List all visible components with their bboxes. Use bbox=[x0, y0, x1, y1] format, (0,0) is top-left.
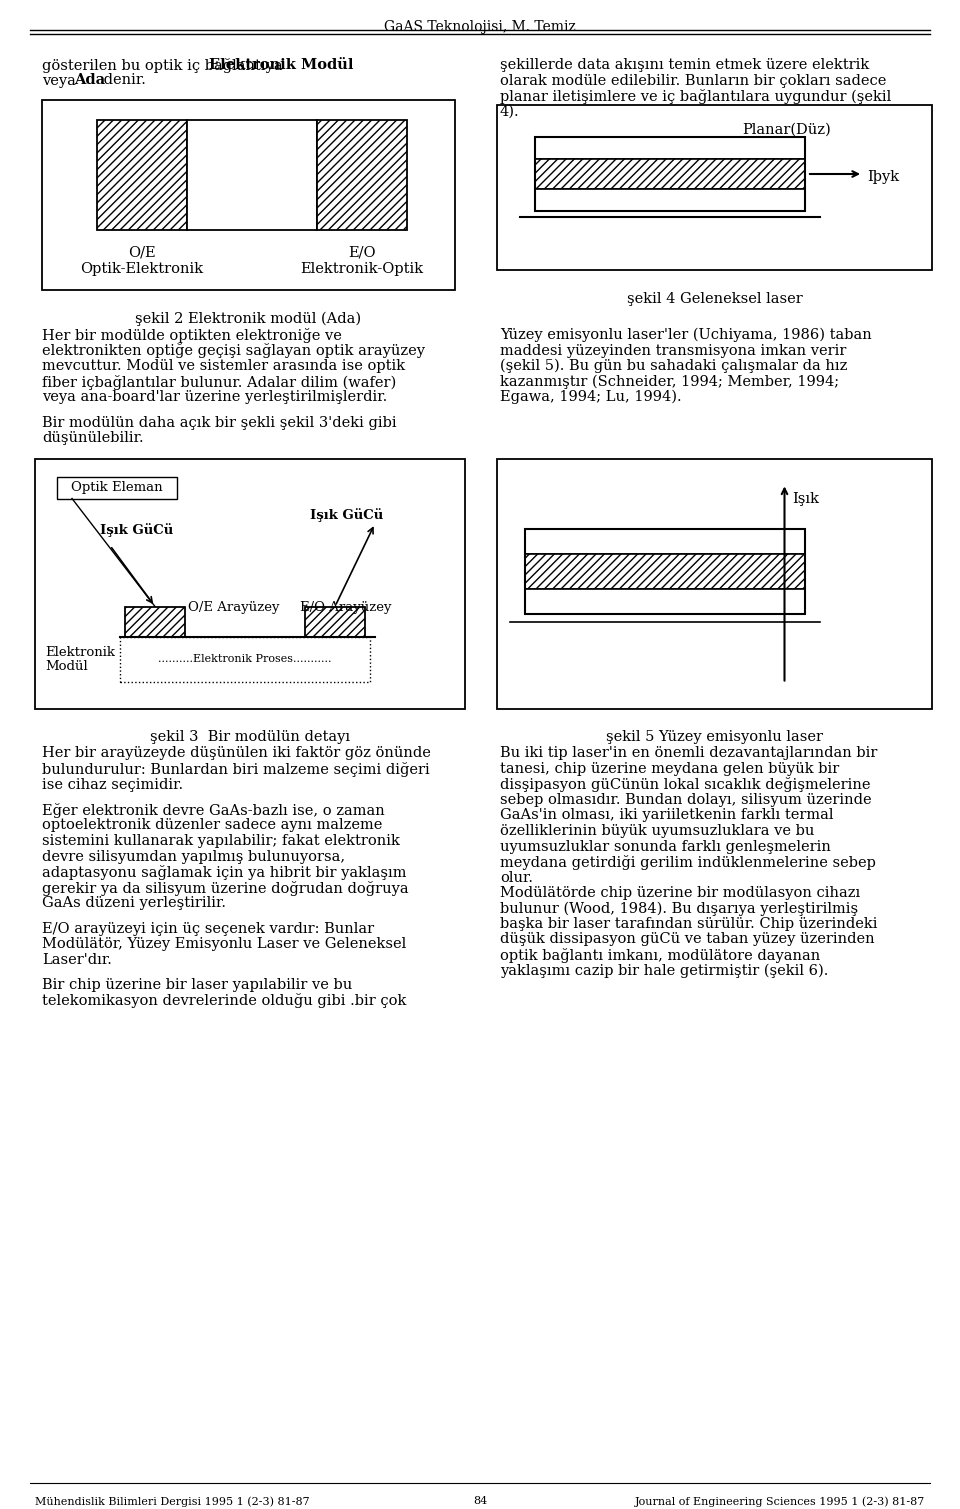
Text: GaAs düzeni yerleştirilir.: GaAs düzeni yerleştirilir. bbox=[42, 896, 226, 910]
Text: veya ana-board'lar üzerine yerleştirilmişlerdir.: veya ana-board'lar üzerine yerleştirilmi… bbox=[42, 389, 387, 404]
Text: Optik-Elektronik: Optik-Elektronik bbox=[81, 263, 204, 276]
Text: maddesi yüzeyinden transmisyona imkan verir: maddesi yüzeyinden transmisyona imkan ve… bbox=[500, 344, 847, 358]
Text: Laser'dır.: Laser'dır. bbox=[42, 952, 112, 966]
Text: adaptasyonu sağlamak için ya hibrit bir yaklaşım: adaptasyonu sağlamak için ya hibrit bir … bbox=[42, 865, 406, 880]
Text: Bir chip üzerine bir laser yapılabilir ve bu: Bir chip üzerine bir laser yapılabilir v… bbox=[42, 978, 352, 991]
Text: E/O arayüzeyi için üç seçenek vardır: Bunlar: E/O arayüzeyi için üç seçenek vardır: Bu… bbox=[42, 922, 374, 936]
Text: O/E Arayüzey: O/E Arayüzey bbox=[188, 602, 279, 614]
Text: bulunur (Wood, 1984). Bu dışarıya yerleştirilmiş: bulunur (Wood, 1984). Bu dışarıya yerleş… bbox=[500, 901, 858, 916]
Text: planar iletişimlere ve iç bağlantılara uygundur (şekil: planar iletişimlere ve iç bağlantılara u… bbox=[500, 89, 891, 104]
Text: optoelektronik düzenler sadece aynı malzeme: optoelektronik düzenler sadece aynı malz… bbox=[42, 818, 382, 833]
Text: fiber içbağlantılar bulunur. Adalar dilim (wafer): fiber içbağlantılar bulunur. Adalar dili… bbox=[42, 374, 396, 389]
Text: ..........Elektronik Proses...........: ..........Elektronik Proses........... bbox=[158, 653, 332, 664]
Bar bbox=[535, 137, 805, 211]
Text: sebep olmasıdır. Bundan dolayı, silisyum üzerinde: sebep olmasıdır. Bundan dolayı, silisyum… bbox=[500, 794, 872, 807]
Text: Optik Eleman: Optik Eleman bbox=[71, 481, 163, 493]
Text: tanesi, chip üzerine meydana gelen büyük bir: tanesi, chip üzerine meydana gelen büyük… bbox=[500, 762, 839, 776]
Bar bbox=[497, 459, 932, 709]
Text: Bu iki tip laser'in en önemli dezavantajlarından bir: Bu iki tip laser'in en önemli dezavantaj… bbox=[500, 747, 877, 761]
Bar bbox=[120, 637, 370, 682]
Text: Her bir arayüzeyde düşünülen iki faktör göz önünde: Her bir arayüzeyde düşünülen iki faktör … bbox=[42, 747, 431, 761]
Text: Her bir modülde optikten elektroniğe ve: Her bir modülde optikten elektroniğe ve bbox=[42, 327, 342, 343]
Text: düşük dissipasyon güCü ve taban yüzey üzerinden: düşük dissipasyon güCü ve taban yüzey üz… bbox=[500, 933, 875, 946]
Text: Işık GüCü: Işık GüCü bbox=[100, 524, 173, 537]
Text: şekillerde data akışını temin etmek üzere elektrik: şekillerde data akışını temin etmek üzer… bbox=[500, 57, 869, 72]
Text: Journal of Engineering Sciences 1995 1 (2-3) 81-87: Journal of Engineering Sciences 1995 1 (… bbox=[635, 1495, 925, 1506]
Text: bulundurulur: Bunlardan biri malzeme seçimi diğeri: bulundurulur: Bunlardan biri malzeme seç… bbox=[42, 762, 430, 777]
Text: özelliklerinin büyük uyumsuzluklara ve bu: özelliklerinin büyük uyumsuzluklara ve b… bbox=[500, 824, 814, 837]
Text: olur.: olur. bbox=[500, 871, 533, 884]
Bar bbox=[305, 607, 365, 676]
Text: O/E: O/E bbox=[129, 244, 156, 260]
Text: Işık GüCü: Işık GüCü bbox=[310, 509, 383, 522]
Text: denir.: denir. bbox=[99, 74, 146, 88]
Text: gerekir ya da silisyum üzerine doğrudan doğruya: gerekir ya da silisyum üzerine doğrudan … bbox=[42, 880, 409, 895]
Text: yaklaşımı cazip bir hale getirmiştir (şekil 6).: yaklaşımı cazip bir hale getirmiştir (şe… bbox=[500, 964, 828, 978]
Text: devre silisyumdan yapılmış bulunuyorsa,: devre silisyumdan yapılmış bulunuyorsa, bbox=[42, 850, 346, 863]
Text: şekil 3  Bir modülün detayı: şekil 3 Bir modülün detayı bbox=[150, 730, 350, 744]
Text: başka bir laser tarafından sürülür. Chip üzerindeki: başka bir laser tarafından sürülür. Chip… bbox=[500, 917, 877, 931]
Text: (şekil 5). Bu gün bu sahadaki çalışmalar da hız: (şekil 5). Bu gün bu sahadaki çalışmalar… bbox=[500, 359, 848, 373]
Bar bbox=[525, 528, 805, 614]
Text: optik bağlantı imkanı, modülätore dayanan: optik bağlantı imkanı, modülätore dayana… bbox=[500, 948, 820, 963]
Bar bbox=[125, 607, 185, 676]
Bar bbox=[525, 528, 805, 554]
Text: şekil 5 Yüzey emisyonlu laser: şekil 5 Yüzey emisyonlu laser bbox=[606, 730, 823, 744]
Text: sistemini kullanarak yapılabilir; fakat elektronik: sistemini kullanarak yapılabilir; fakat … bbox=[42, 834, 400, 848]
Text: şekil 4 Geleneksel laser: şekil 4 Geleneksel laser bbox=[627, 293, 803, 306]
Text: Egawa, 1994; Lu, 1994).: Egawa, 1994; Lu, 1994). bbox=[500, 389, 682, 404]
Text: E/O: E/O bbox=[348, 244, 375, 260]
Text: Bir modülün daha açık bir şekli şekil 3'deki gibi: Bir modülün daha açık bir şekli şekil 3'… bbox=[42, 415, 396, 430]
Bar bbox=[525, 589, 805, 614]
Text: gösterilen bu optik iç bağlantıya: gösterilen bu optik iç bağlantıya bbox=[42, 57, 287, 72]
Text: kazanmıştır (Schneider, 1994; Member, 1994;: kazanmıştır (Schneider, 1994; Member, 19… bbox=[500, 374, 839, 389]
Text: 4).: 4). bbox=[500, 104, 519, 119]
Text: Elektronik: Elektronik bbox=[45, 646, 115, 659]
Text: düşünülebilir.: düşünülebilir. bbox=[42, 432, 144, 445]
Text: olarak modüle edilebilir. Bunların bir çokları sadece: olarak modüle edilebilir. Bunların bir ç… bbox=[500, 74, 886, 88]
Text: mevcuttur. Modül ve sistemler arasında ise optik: mevcuttur. Modül ve sistemler arasında i… bbox=[42, 359, 405, 373]
Text: GaAs'in olması, iki yariiletkenin farklı termal: GaAs'in olması, iki yariiletkenin farklı… bbox=[500, 809, 833, 822]
Text: veya: veya bbox=[42, 74, 81, 88]
Text: Elektronik Modül: Elektronik Modül bbox=[209, 57, 353, 72]
Bar bbox=[535, 189, 805, 211]
Text: şekil 2 Elektronik modül (Ada): şekil 2 Elektronik modül (Ada) bbox=[135, 312, 362, 326]
Text: 84: 84 bbox=[473, 1495, 487, 1506]
Bar bbox=[57, 477, 177, 498]
Bar bbox=[535, 158, 805, 189]
Bar bbox=[42, 100, 455, 290]
Bar bbox=[497, 106, 932, 270]
Text: E/O Arayüzey: E/O Arayüzey bbox=[300, 602, 392, 614]
Text: Yüzey emisyonlu laser'ler (Uchiyama, 1986) taban: Yüzey emisyonlu laser'ler (Uchiyama, 198… bbox=[500, 327, 872, 343]
Text: Planar(Düz): Planar(Düz) bbox=[743, 124, 831, 137]
Bar bbox=[525, 554, 805, 589]
Text: GaAS Teknolojisi, M. Temiz: GaAS Teknolojisi, M. Temiz bbox=[384, 20, 576, 35]
Bar bbox=[535, 137, 805, 158]
Text: Işık: Işık bbox=[793, 492, 820, 506]
Bar bbox=[97, 121, 187, 229]
Bar bbox=[187, 121, 317, 229]
Text: uyumsuzluklar sonunda farklı genleşmelerin: uyumsuzluklar sonunda farklı genleşmeler… bbox=[500, 839, 830, 854]
Text: meydana getirdiği gerilim indüklenmelerine sebep: meydana getirdiği gerilim indüklenmeleri… bbox=[500, 856, 876, 871]
Bar bbox=[317, 121, 407, 229]
Text: disşipasyon güCünün lokal sıcaklık değişmelerine: disşipasyon güCünün lokal sıcaklık değiş… bbox=[500, 777, 871, 792]
Text: Mühendislik Bilimleri Dergisi 1995 1 (2-3) 81-87: Mühendislik Bilimleri Dergisi 1995 1 (2-… bbox=[35, 1495, 310, 1506]
Text: Modülätörde chip üzerine bir modülasyon cihazı: Modülätörde chip üzerine bir modülasyon … bbox=[500, 886, 860, 899]
Text: Eğer elektronik devre GaAs-bazlı ise, o zaman: Eğer elektronik devre GaAs-bazlı ise, o … bbox=[42, 803, 385, 818]
Text: telekomikasyon devrelerinde olduğu gibi .bir çok: telekomikasyon devrelerinde olduğu gibi … bbox=[42, 993, 406, 1008]
Bar bbox=[35, 459, 465, 709]
Text: elektronikten optiğe geçişi sağlayan optik arayüzey: elektronikten optiğe geçişi sağlayan opt… bbox=[42, 344, 425, 359]
Text: Modül: Modül bbox=[45, 661, 87, 673]
Text: Ada: Ada bbox=[74, 74, 106, 88]
Text: Elektronik-Optik: Elektronik-Optik bbox=[300, 263, 423, 276]
Text: Iþyk: Iþyk bbox=[867, 171, 900, 184]
Text: ise cihaz seçimidir.: ise cihaz seçimidir. bbox=[42, 777, 183, 792]
Text: Modülätör, Yüzey Emisyonlu Laser ve Geleneksel: Modülätör, Yüzey Emisyonlu Laser ve Gele… bbox=[42, 937, 406, 951]
